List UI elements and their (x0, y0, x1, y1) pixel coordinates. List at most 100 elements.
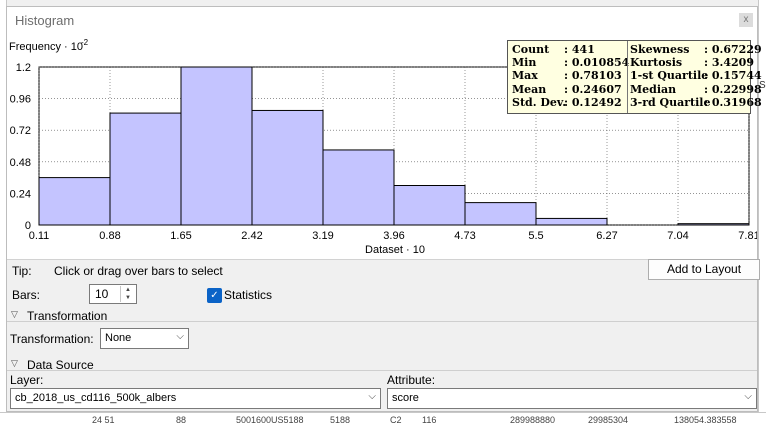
stats-right-column: Skewness : 0.67229 Kurtosis : 3.4209 1-st Qu… (630, 43, 762, 109)
x-tick-label: 3.19 (312, 230, 333, 242)
x-tick-label: 5.5 (528, 230, 543, 242)
stat-key: Kurtosis (630, 56, 683, 70)
x-tick-label: 0.11 (29, 230, 50, 242)
stat-row: Mean: 0.24607 (512, 83, 629, 96)
layer-value: cb_2018_us_cd116_500k_albers (15, 392, 177, 404)
stat-value: : 0.67229 (704, 43, 762, 56)
background-cell: 88 (176, 415, 187, 423)
x-axis-label: Dataset · 10 (365, 244, 425, 256)
stat-value: : 0.22998 (704, 82, 762, 96)
histogram-bar[interactable] (677, 223, 750, 226)
chevron-down-icon: ⌵ (368, 391, 376, 402)
stat-key: 3-rd Quartile (630, 95, 711, 109)
stat-row: Skewness : 0.67229 (630, 43, 762, 56)
stat-row: Min : 0.010854 (512, 56, 629, 69)
section-divider (7, 370, 757, 371)
x-tick-labels: 0.11 0.88 1.65 2.42 3.19 3.96 4.73 5.5 6.27 7.04 7… (29, 230, 757, 242)
y-tick-label: 1.2 (16, 62, 31, 74)
y-axis-label: Frequency · 10 (9, 41, 83, 53)
background-cell: 116 (422, 415, 437, 423)
x-tick-label: 0.88 (99, 230, 120, 242)
stat-value: : 0.31968 (704, 95, 762, 109)
background-table-right-edge: Sl (758, 0, 766, 422)
stat-key: 1-st Quartile (630, 69, 709, 83)
y-tick-label: 0.72 (10, 125, 31, 137)
y-axis-label-exponent: -2 (81, 38, 89, 47)
transformation-label: Transformation: (10, 332, 94, 346)
stat-row: Median : 0.22998 (630, 83, 762, 96)
stat-value: : 0.24607 (564, 82, 622, 96)
stats-left-column: Count : 441 Min : 0.010854 Max : 0.78103 Mean:… (512, 43, 629, 109)
histogram-svg[interactable]: 1.2 0.96 0.72 0.48 0.24 0 0.11 0.88 1.65 2.42 3.1… (7, 35, 757, 259)
title-bar[interactable]: Histogram x (7, 7, 757, 36)
x-tick-label: 3.96 (383, 230, 404, 242)
section-divider (7, 321, 757, 322)
background-cell: 138054.383558 (674, 415, 737, 423)
histogram-chart[interactable]: 1.2 0.96 0.72 0.48 0.24 0 0.11 0.88 1.65 2.42 3.1… (7, 35, 762, 260)
y-tick-label: 0 (25, 220, 31, 232)
stat-key: Max (512, 69, 538, 83)
histogram-bar[interactable] (464, 202, 537, 226)
attribute-label: Attribute: (387, 373, 436, 387)
background-table-row: 24 51 88 5001600US5188 5188 C2 116 28998… (0, 412, 766, 423)
stat-row: Std. Dev.: 0.12492 (512, 96, 629, 109)
histogram-window: Histogram x 1.2 0.96 0.72 0.48 0.24 0 0.11 0.8… (6, 6, 762, 412)
collapse-triangle-icon[interactable]: ▽ (11, 358, 18, 368)
add-to-layout-button[interactable]: Add to Layout (648, 259, 760, 280)
tip-label: Tip: (12, 264, 32, 278)
x-tick-label: 7.04 (667, 230, 688, 242)
bars-stepper-arrows[interactable]: ▲ ▼ (120, 286, 135, 302)
bars-stepper[interactable]: 10 ▲ ▼ (89, 284, 137, 304)
layer-label: Layer: (10, 373, 44, 387)
chevron-down-icon: ⌵ (744, 391, 752, 402)
close-button[interactable]: x (739, 13, 753, 27)
histogram-bar[interactable] (38, 177, 111, 226)
histogram-bar[interactable] (251, 109, 324, 226)
collapse-triangle-icon[interactable]: ▽ (11, 309, 18, 319)
background-fragment: Sl (759, 80, 766, 91)
y-tick-label: 0.24 (10, 188, 31, 200)
bars-value: 10 (95, 287, 109, 301)
data-source-section-header[interactable]: ▽ Data Source (7, 358, 757, 372)
background-cell: 5188 (330, 415, 351, 423)
y-tick-label: 0.96 (10, 94, 31, 106)
background-cell: 289988880 (510, 415, 556, 423)
checkmark-icon: ✓ (210, 290, 219, 301)
x-tick-label: 6.27 (596, 230, 617, 242)
chevron-down-icon: ⌵ (176, 331, 184, 342)
stepper-down-icon[interactable]: ▼ (125, 295, 131, 301)
window-title: Histogram (15, 13, 75, 28)
stat-key: Median (630, 82, 677, 96)
stat-value: : 441 (564, 43, 595, 56)
stat-row: 1-st Quartile: 0.15744 (630, 69, 762, 82)
stat-value: : 3.4209 (704, 56, 754, 70)
attribute-select[interactable]: score ⌵ (387, 388, 757, 409)
transformation-select[interactable]: None ⌵ (100, 328, 189, 349)
stat-value: : 0.010854 (564, 56, 630, 70)
stat-row: Max : 0.78103 (512, 69, 629, 82)
stat-value: : 0.78103 (564, 69, 622, 83)
attribute-value: score (392, 392, 419, 404)
stats-separator (627, 41, 628, 113)
statistics-checkbox[interactable]: ✓ (207, 288, 222, 303)
x-tick-label: 1.65 (170, 230, 191, 242)
histogram-bar[interactable] (180, 66, 253, 226)
stepper-up-icon[interactable]: ▲ (125, 287, 131, 293)
x-tick-label: 7.81 (738, 230, 757, 242)
histogram-bar[interactable] (393, 185, 466, 226)
background-cell: C2 (390, 415, 402, 423)
layer-select[interactable]: cb_2018_us_cd116_500k_albers ⌵ (10, 388, 381, 409)
stat-key: Min (512, 56, 537, 70)
histogram-bar[interactable] (109, 112, 182, 226)
transformation-section-title: Transformation (27, 309, 108, 323)
stat-value: : 0.12492 (564, 95, 622, 109)
background-cell: 29985304 (588, 415, 629, 423)
background-cell: 24 51 (92, 415, 115, 423)
histogram-bar[interactable] (322, 149, 395, 226)
stat-key: Skewness (630, 43, 690, 56)
chart-bars[interactable] (38, 66, 750, 226)
stat-key: Count (512, 43, 550, 56)
y-tick-label: 0.48 (10, 157, 31, 169)
transformation-section-header[interactable]: ▽ Transformation (7, 309, 757, 323)
histogram-bar[interactable] (535, 217, 608, 226)
